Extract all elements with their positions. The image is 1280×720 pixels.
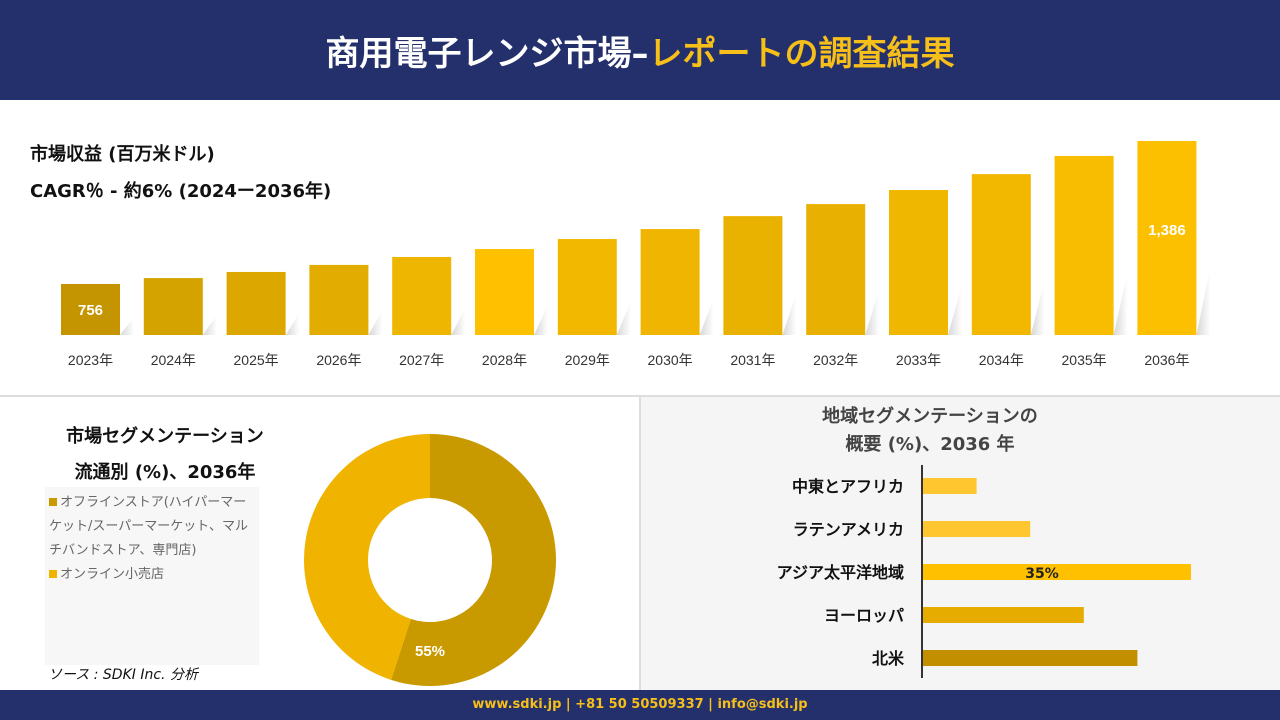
legend-item: オフラインストア(ハイパーマーケット/スーパーマーケット、マルチバンドストア、専…: [49, 491, 255, 563]
data-label: 55%: [415, 643, 445, 660]
bar-shadow: [202, 315, 217, 335]
bar-shadow: [782, 293, 797, 335]
distribution-donut-chart: 55%: [303, 434, 556, 686]
x-tick-label: 2030年: [648, 352, 693, 368]
divider: [0, 395, 1280, 397]
region-title: 地域セグメンテーションの 概要 (%)、2036 年: [760, 403, 1100, 459]
x-tick-label: 2027年: [399, 352, 444, 368]
revenue-bar-chart: 2023年 756 2024年 2025年 2026年 2027年 2028年 2029年 20…: [61, 140, 1211, 368]
bar-shadow: [1030, 278, 1045, 335]
header-title: 商用電子レンジ市場–: [325, 33, 649, 74]
bar: [392, 256, 452, 335]
y-tick-label: 北米: [872, 649, 905, 668]
region-panel: [641, 397, 1280, 690]
x-tick-label: 2033年: [896, 352, 941, 368]
x-tick-label: 2025年: [234, 352, 279, 368]
y-tick-label: 中東とアフリカ: [792, 477, 904, 496]
bar-shadow: [534, 304, 548, 335]
x-tick-label: 2036年: [1144, 352, 1189, 368]
legend-item: オンライン小売店: [49, 563, 255, 587]
bar-shadow: [1196, 267, 1211, 335]
y-tick-label: ヨーロッパ: [824, 606, 904, 625]
distribution-title-2: 流通別 (%)、2036年: [74, 462, 256, 483]
data-label: 35%: [1025, 566, 1059, 582]
data-label: 1,386: [1148, 222, 1186, 239]
bar-shadow: [120, 317, 134, 335]
bar: [971, 174, 1031, 335]
x-tick-label: 2032年: [813, 352, 858, 368]
bar: [61, 283, 120, 335]
footer-contact: www.sdki.jp | +81 50 50509337 | info@sdk…: [0, 690, 1280, 720]
bar: [889, 190, 948, 335]
bar-shadow: [368, 310, 383, 335]
x-tick-label: 2023年: [68, 352, 113, 368]
x-tick-label: 2028年: [482, 352, 527, 368]
revenue-title: 市場収益 (百万米ドル): [30, 144, 215, 165]
legend-label: オンライン小売店: [60, 567, 165, 582]
bar: [923, 521, 1031, 537]
y-tick-label: ラテンアメリカ: [793, 520, 904, 539]
bar-shadow: [616, 301, 631, 335]
x-tick-label: 2026年: [316, 352, 361, 368]
bar-shadow: [1113, 272, 1128, 335]
bar: [723, 216, 783, 335]
cagr-text: CAGR％ - 約6% (2024ー2036年): [30, 181, 332, 202]
donut-legend: オフラインストア(ハイパーマーケット/スーパーマーケット、マルチバンドストア、専…: [45, 487, 259, 665]
y-tick-label: アジア太平洋地域: [777, 563, 904, 582]
distribution-title-1: 市場セグメンテーション: [66, 426, 264, 447]
bar: [1054, 155, 1114, 335]
bar: [923, 650, 1138, 666]
donut-slice: [391, 434, 556, 686]
legend-swatch: [49, 570, 57, 578]
donut-slice: [303, 434, 430, 680]
bar: [923, 478, 977, 494]
region-title-1: 地域セグメンテーションの: [822, 406, 1038, 427]
x-tick-label: 2035年: [1062, 352, 1107, 368]
bar-shadow: [451, 307, 466, 335]
x-tick-label: 2034年: [979, 352, 1024, 368]
region-title-2: 概要 (%)、2036 年: [845, 434, 1015, 455]
bar-shadow: [699, 297, 714, 335]
bar: [923, 607, 1084, 623]
bar: [557, 239, 617, 335]
bar-shadow: [285, 312, 300, 335]
bar: [640, 229, 700, 335]
bar: [143, 278, 203, 335]
legend-swatch: [49, 498, 57, 506]
report-header: 商用電子レンジ市場– レポートの調査結果: [0, 0, 1280, 100]
legend-label: オフラインストア(ハイパーマーケット/スーパーマーケット、マルチバンドストア、専…: [49, 495, 248, 558]
divider: [639, 397, 641, 690]
bar-shadow: [948, 284, 962, 335]
x-tick-label: 2029年: [565, 352, 610, 368]
bar: [309, 264, 369, 335]
x-tick-label: 2024年: [151, 352, 196, 368]
bar: [806, 204, 866, 335]
bar: [1137, 140, 1197, 335]
bar-shadow: [865, 289, 880, 335]
bar: [923, 564, 1191, 580]
source-note: ソース : SDKI Inc. 分析: [48, 667, 198, 683]
data-label: 756: [78, 302, 103, 319]
header-title-highlight: レポートの調査結果: [648, 33, 955, 74]
bar: [475, 249, 534, 335]
x-tick-label: 2031年: [730, 352, 775, 368]
bar: [226, 271, 286, 335]
